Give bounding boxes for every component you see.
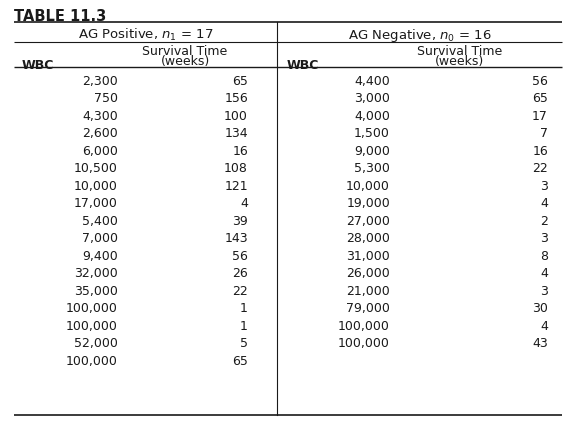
Text: Survival Time: Survival Time — [418, 45, 503, 58]
Text: 100,000: 100,000 — [66, 302, 118, 315]
Text: AG Positive, $n_1$ = 17: AG Positive, $n_1$ = 17 — [78, 27, 213, 43]
Text: 4: 4 — [240, 197, 248, 210]
Text: (weeks): (weeks) — [435, 55, 484, 68]
Text: 5: 5 — [240, 337, 248, 350]
Text: 9,400: 9,400 — [82, 249, 118, 262]
Text: 100,000: 100,000 — [66, 354, 118, 367]
Text: 143: 143 — [225, 232, 248, 245]
Text: 65: 65 — [232, 75, 248, 88]
Text: 17,000: 17,000 — [74, 197, 118, 210]
Text: WBC: WBC — [22, 59, 54, 72]
Text: 10,000: 10,000 — [74, 180, 118, 193]
Text: 27,000: 27,000 — [346, 215, 390, 227]
Text: 1: 1 — [240, 302, 248, 315]
Text: 3: 3 — [540, 180, 548, 193]
Text: 7,000: 7,000 — [82, 232, 118, 245]
Text: 1: 1 — [240, 319, 248, 332]
Text: 10,500: 10,500 — [74, 162, 118, 175]
Text: 2,600: 2,600 — [82, 127, 118, 140]
Text: 8: 8 — [540, 249, 548, 262]
Text: 65: 65 — [532, 92, 548, 105]
Text: 750: 750 — [94, 92, 118, 105]
Text: 2: 2 — [540, 215, 548, 227]
Text: 121: 121 — [225, 180, 248, 193]
Text: 39: 39 — [232, 215, 248, 227]
Text: 134: 134 — [225, 127, 248, 140]
Text: 4: 4 — [540, 197, 548, 210]
Text: 4,300: 4,300 — [82, 110, 118, 123]
Text: 4,400: 4,400 — [354, 75, 390, 88]
Text: 100: 100 — [224, 110, 248, 123]
Text: 3: 3 — [540, 284, 548, 297]
Text: 1,500: 1,500 — [354, 127, 390, 140]
Text: 3: 3 — [540, 232, 548, 245]
Text: 22: 22 — [532, 162, 548, 175]
Text: 100,000: 100,000 — [66, 319, 118, 332]
Text: 10,000: 10,000 — [346, 180, 390, 193]
Text: WBC: WBC — [287, 59, 319, 72]
Text: 30: 30 — [532, 302, 548, 315]
Text: 26,000: 26,000 — [346, 267, 390, 280]
Text: 4,000: 4,000 — [354, 110, 390, 123]
Text: 52,000: 52,000 — [74, 337, 118, 350]
Text: 108: 108 — [224, 162, 248, 175]
Text: 35,000: 35,000 — [74, 284, 118, 297]
Text: 6,000: 6,000 — [82, 144, 118, 158]
Text: 65: 65 — [232, 354, 248, 367]
Text: 22: 22 — [232, 284, 248, 297]
Text: 100,000: 100,000 — [338, 319, 390, 332]
Text: 5,300: 5,300 — [354, 162, 390, 175]
Text: (weeks): (weeks) — [160, 55, 210, 68]
Text: 56: 56 — [532, 75, 548, 88]
Text: 56: 56 — [232, 249, 248, 262]
Text: AG Negative, $n_0$ = 16: AG Negative, $n_0$ = 16 — [348, 27, 491, 44]
Text: 16: 16 — [232, 144, 248, 158]
Text: 21,000: 21,000 — [346, 284, 390, 297]
Text: 3,000: 3,000 — [354, 92, 390, 105]
Text: 31,000: 31,000 — [346, 249, 390, 262]
Text: 4: 4 — [540, 267, 548, 280]
Text: 4: 4 — [540, 319, 548, 332]
Text: 32,000: 32,000 — [74, 267, 118, 280]
Text: 7: 7 — [540, 127, 548, 140]
Text: 16: 16 — [532, 144, 548, 158]
Text: 5,400: 5,400 — [82, 215, 118, 227]
Text: Survival Time: Survival Time — [142, 45, 228, 58]
Text: 100,000: 100,000 — [338, 337, 390, 350]
Text: 28,000: 28,000 — [346, 232, 390, 245]
Text: 17: 17 — [532, 110, 548, 123]
Text: 156: 156 — [224, 92, 248, 105]
Text: 9,000: 9,000 — [354, 144, 390, 158]
Text: 26: 26 — [232, 267, 248, 280]
Text: 43: 43 — [532, 337, 548, 350]
Text: 79,000: 79,000 — [346, 302, 390, 315]
Text: 19,000: 19,000 — [346, 197, 390, 210]
Text: 2,300: 2,300 — [82, 75, 118, 88]
Text: TABLE 11.3: TABLE 11.3 — [14, 9, 106, 24]
